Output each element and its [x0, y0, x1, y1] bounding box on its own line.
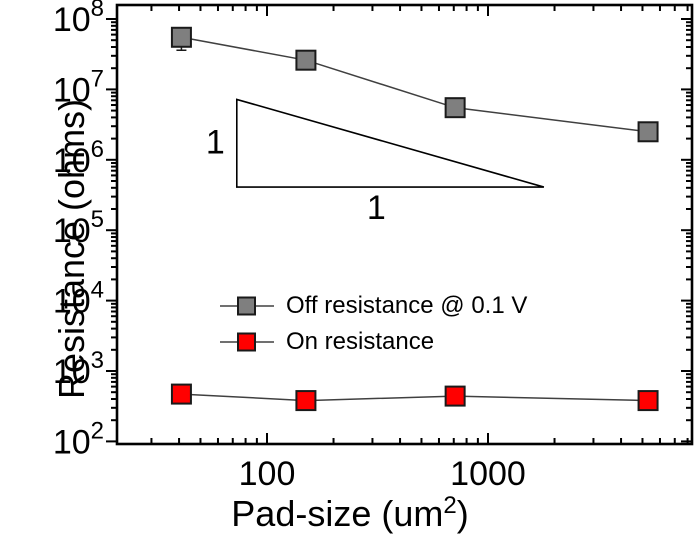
slope-vertical-label: 1: [206, 123, 225, 161]
svg-text:105: 105: [53, 206, 104, 250]
svg-text:102: 102: [53, 417, 104, 461]
data-point-marker: [170, 26, 192, 48]
x-axis-title-text: Pad-size (um: [231, 493, 444, 534]
data-point-marker: [637, 121, 659, 143]
series-on-resistance: [170, 383, 659, 412]
data-point-marker: [295, 49, 317, 71]
svg-text:108: 108: [53, 0, 104, 39]
legend: Off resistance @ 0.1 V On resistance: [220, 288, 527, 360]
svg-text:1000: 1000: [450, 455, 526, 493]
legend-label-on: On resistance: [286, 328, 435, 355]
data-point-marker: [444, 97, 466, 119]
x-axis-ticks: [150, 5, 689, 444]
series-off-resistance: [170, 26, 659, 143]
y-axis-ticks: [106, 18, 692, 443]
legend-item-on-resistance: On resistance: [220, 324, 527, 360]
x-axis-title: Pad-size (um2): [140, 492, 560, 535]
slope-triangle: 1 1: [206, 98, 545, 227]
legend-swatch-off-icon: [220, 296, 274, 316]
legend-swatch-on-icon: [220, 332, 274, 352]
data-point-marker: [295, 390, 317, 412]
plot-frame: [115, 3, 694, 446]
x-axis-title-close: ): [456, 493, 469, 534]
data-point-marker: [444, 385, 466, 407]
svg-text:100: 100: [239, 455, 296, 493]
x-tick-labels: 100 1000: [239, 455, 526, 493]
slope-horizontal-label: 1: [367, 189, 386, 227]
legend-label-off: Off resistance @ 0.1 V: [286, 292, 528, 319]
legend-item-off-resistance: Off resistance @ 0.1 V: [220, 288, 527, 324]
data-point-marker: [170, 383, 192, 405]
x-axis-title-superscript: 2: [443, 492, 457, 519]
y-axis-title: Resistance (ohms): [51, 98, 92, 400]
data-point-marker: [637, 390, 659, 412]
